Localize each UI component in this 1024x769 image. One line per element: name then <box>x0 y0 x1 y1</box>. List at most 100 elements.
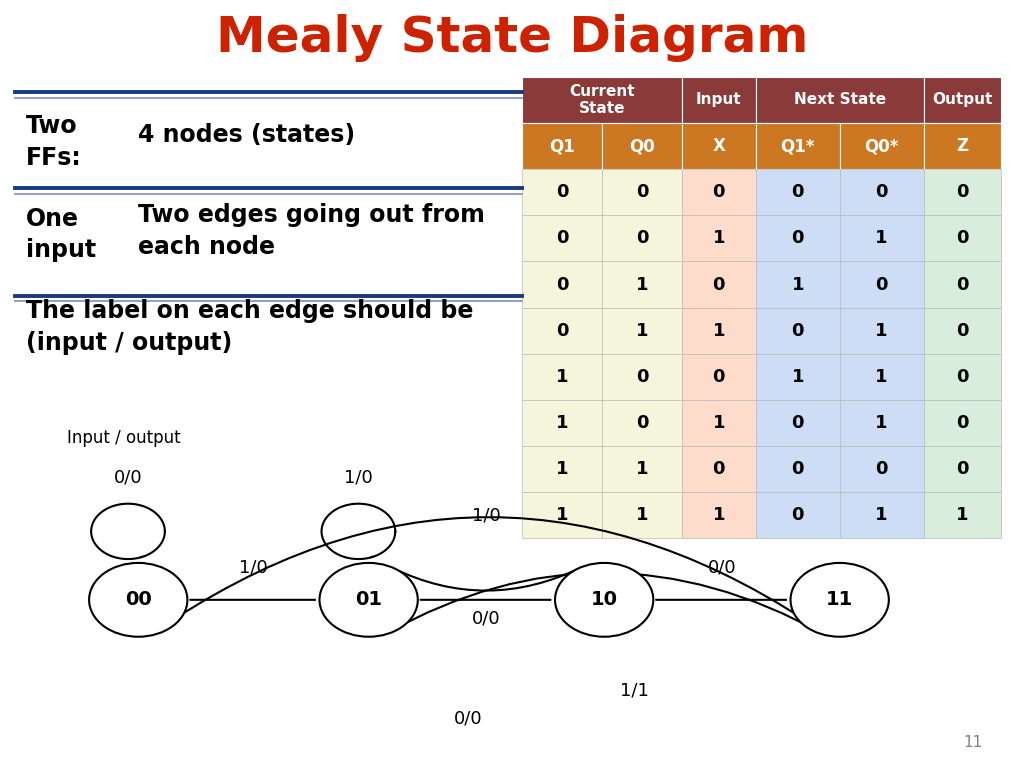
Circle shape <box>89 563 187 637</box>
Text: 0/0: 0/0 <box>114 469 142 487</box>
Bar <box>682 400 756 446</box>
Bar <box>682 354 756 400</box>
Circle shape <box>791 563 889 637</box>
Bar <box>682 123 756 169</box>
Bar <box>602 215 682 261</box>
Text: Output: Output <box>933 92 992 108</box>
Text: 1: 1 <box>556 414 568 432</box>
Text: 1: 1 <box>956 506 969 524</box>
Bar <box>682 261 756 308</box>
Bar <box>682 169 756 215</box>
Bar <box>756 77 924 123</box>
Text: 0: 0 <box>556 275 568 294</box>
FancyArrowPatch shape <box>392 567 582 591</box>
Text: 1/0: 1/0 <box>239 559 268 577</box>
Bar <box>840 400 924 446</box>
Bar <box>602 400 682 446</box>
Text: 1: 1 <box>713 506 725 524</box>
Text: 0: 0 <box>876 460 888 478</box>
Text: 0/0: 0/0 <box>455 710 482 727</box>
Text: 1: 1 <box>636 506 648 524</box>
Bar <box>756 308 840 354</box>
Text: 0: 0 <box>556 183 568 201</box>
Text: Input: Input <box>696 92 741 108</box>
Text: 1: 1 <box>876 229 888 248</box>
Text: 1: 1 <box>713 414 725 432</box>
Bar <box>602 308 682 354</box>
Text: 0: 0 <box>956 275 969 294</box>
Bar <box>522 492 602 538</box>
Bar <box>756 169 840 215</box>
Bar <box>840 354 924 400</box>
Text: 0: 0 <box>556 321 568 340</box>
Text: 0: 0 <box>792 229 804 248</box>
Text: 0: 0 <box>956 460 969 478</box>
Bar <box>756 446 840 492</box>
Bar <box>602 123 682 169</box>
Text: 0: 0 <box>636 229 648 248</box>
Bar <box>756 400 840 446</box>
Text: 1: 1 <box>876 506 888 524</box>
Text: 0: 0 <box>956 321 969 340</box>
Bar <box>602 261 682 308</box>
Bar <box>924 308 1001 354</box>
Text: 00: 00 <box>125 591 152 609</box>
Text: 1: 1 <box>556 460 568 478</box>
Bar <box>924 123 1001 169</box>
Bar <box>602 169 682 215</box>
Bar <box>682 308 756 354</box>
Bar <box>522 169 602 215</box>
Text: 1: 1 <box>636 321 648 340</box>
Text: 0: 0 <box>956 183 969 201</box>
Text: 0/0: 0/0 <box>708 559 736 577</box>
Bar <box>840 215 924 261</box>
Bar <box>756 123 840 169</box>
Bar <box>682 446 756 492</box>
FancyArrowPatch shape <box>152 517 827 635</box>
Bar <box>924 261 1001 308</box>
Text: 4 nodes (states): 4 nodes (states) <box>138 122 355 147</box>
Bar <box>756 261 840 308</box>
Text: 1: 1 <box>713 229 725 248</box>
Text: Q0*: Q0* <box>864 137 899 155</box>
Text: 1: 1 <box>792 275 804 294</box>
Bar <box>522 215 602 261</box>
Bar <box>924 215 1001 261</box>
Text: 0: 0 <box>636 183 648 201</box>
Bar <box>756 492 840 538</box>
Bar <box>682 77 756 123</box>
Bar <box>840 261 924 308</box>
Bar <box>522 261 602 308</box>
Text: 1: 1 <box>636 460 648 478</box>
Circle shape <box>555 563 653 637</box>
Text: 1: 1 <box>876 414 888 432</box>
Bar <box>602 492 682 538</box>
Bar <box>602 446 682 492</box>
Bar <box>840 169 924 215</box>
Bar <box>840 308 924 354</box>
Text: 0: 0 <box>636 414 648 432</box>
Text: 0: 0 <box>556 229 568 248</box>
Text: 0: 0 <box>792 321 804 340</box>
Text: 0: 0 <box>876 275 888 294</box>
Text: 10: 10 <box>591 591 617 609</box>
Bar <box>522 308 602 354</box>
Bar <box>522 354 602 400</box>
Text: 11: 11 <box>964 734 983 750</box>
Circle shape <box>319 563 418 637</box>
Text: 1/0: 1/0 <box>344 469 373 487</box>
Text: Two edges going out from
each node: Two edges going out from each node <box>138 203 485 258</box>
Bar <box>602 354 682 400</box>
Text: Next State: Next State <box>794 92 886 108</box>
Text: 11: 11 <box>826 591 853 609</box>
Text: 1: 1 <box>876 321 888 340</box>
Text: Current
State: Current State <box>569 84 635 116</box>
Text: 1: 1 <box>556 368 568 386</box>
Text: 01: 01 <box>355 591 382 609</box>
Bar <box>924 77 1001 123</box>
Text: Mealy State Diagram: Mealy State Diagram <box>216 15 808 62</box>
Text: 0: 0 <box>713 368 725 386</box>
Text: One
input: One input <box>26 207 95 262</box>
Text: 0: 0 <box>792 506 804 524</box>
Text: 1/0: 1/0 <box>472 507 501 524</box>
